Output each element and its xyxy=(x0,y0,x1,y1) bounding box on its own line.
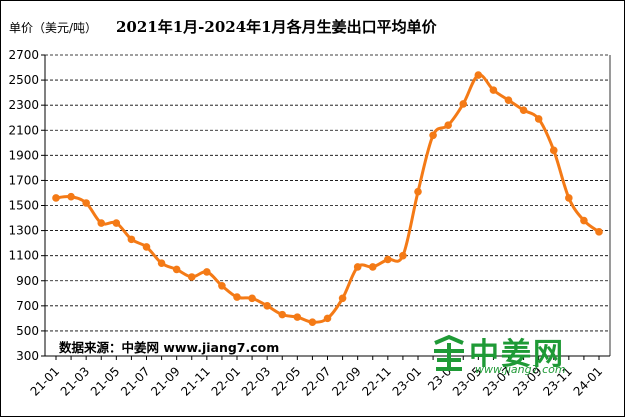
logo-url: www.jiang7.com xyxy=(475,363,566,376)
x-tick-label: 21-07 xyxy=(118,364,153,399)
x-tick-label: 22-07 xyxy=(299,364,334,399)
axes xyxy=(41,54,611,360)
data-point xyxy=(293,313,302,321)
x-tick-label: 23-01 xyxy=(390,364,425,399)
data-point xyxy=(474,71,483,79)
ginger-logo-icon xyxy=(434,334,464,371)
data-point xyxy=(338,294,347,303)
data-point xyxy=(187,273,196,281)
x-tick-label: 22-03 xyxy=(239,364,274,399)
data-point xyxy=(112,219,121,227)
y-tick-label: 700 xyxy=(16,299,39,313)
x-tick-label: 22-11 xyxy=(359,364,394,399)
zhongjiang-logo: 中姜网 www.jiang7.com xyxy=(431,329,611,389)
data-point xyxy=(97,219,106,227)
data-point xyxy=(414,187,422,196)
y-tick-label: 2100 xyxy=(8,123,39,137)
data-point xyxy=(218,281,226,290)
data-source-note: 数据来源：中姜网 www.jiang7.com xyxy=(59,340,280,355)
y-tick-label: 1500 xyxy=(8,199,39,213)
data-point xyxy=(248,294,256,303)
data-point xyxy=(504,96,513,104)
data-point xyxy=(595,228,603,236)
grid-lines xyxy=(45,54,610,332)
y-tick-labels: 300 500 700 900 1100 1300 1500 1700 1900 2100 2300… xyxy=(8,48,39,363)
series xyxy=(52,71,603,326)
data-point xyxy=(580,216,588,225)
y-tick-label: 2300 xyxy=(8,98,39,112)
data-point xyxy=(157,259,166,267)
data-point xyxy=(203,268,211,276)
y-tick-label: 300 xyxy=(16,349,39,363)
series-line xyxy=(55,73,600,324)
y-tick-label: 1300 xyxy=(8,224,39,238)
data-point xyxy=(67,192,75,201)
data-point xyxy=(263,302,271,310)
y-tick-label: 2700 xyxy=(8,48,39,62)
y-tick-label: 2500 xyxy=(8,73,39,87)
data-point xyxy=(444,121,452,130)
logo-name: 中姜网 xyxy=(469,337,565,372)
x-tick-label: 22-05 xyxy=(269,364,304,399)
data-point xyxy=(323,314,332,323)
x-tick-label: 21-05 xyxy=(88,364,123,399)
y-tick-label: 900 xyxy=(16,274,39,288)
data-point xyxy=(565,194,573,202)
data-point xyxy=(368,263,377,271)
data-point xyxy=(82,199,90,207)
y-tick-label: 1100 xyxy=(8,249,39,263)
chart-title: 2021年1月-2024年1月各月生姜出口平均单价 xyxy=(116,18,437,36)
x-tick-label: 21-01 xyxy=(28,364,63,399)
data-point xyxy=(233,293,241,301)
data-point xyxy=(353,263,362,271)
data-point xyxy=(549,146,558,155)
y-tick-label: 1900 xyxy=(8,148,39,162)
y-tick-label: 500 xyxy=(16,324,39,338)
y-tick-label: 1700 xyxy=(8,173,39,187)
x-tick-label: 21-09 xyxy=(148,364,183,399)
data-point xyxy=(52,194,60,202)
data-point xyxy=(308,318,317,326)
x-tick-label: 21-03 xyxy=(58,364,93,399)
y-axis-unit-label: 单价（美元/吨） xyxy=(9,21,98,35)
x-tick-label: 22-01 xyxy=(209,364,244,399)
data-point xyxy=(278,310,287,319)
data-point xyxy=(429,131,437,140)
data-point xyxy=(534,115,543,123)
data-point xyxy=(459,100,468,108)
data-point xyxy=(127,235,136,244)
data-point xyxy=(384,255,392,264)
data-point xyxy=(142,243,151,251)
data-point xyxy=(172,265,181,274)
data-point xyxy=(519,106,528,114)
x-tick-label: 22-09 xyxy=(329,364,364,399)
data-point xyxy=(489,86,498,94)
data-point xyxy=(399,251,407,260)
x-tick-label: 21-11 xyxy=(178,364,213,399)
